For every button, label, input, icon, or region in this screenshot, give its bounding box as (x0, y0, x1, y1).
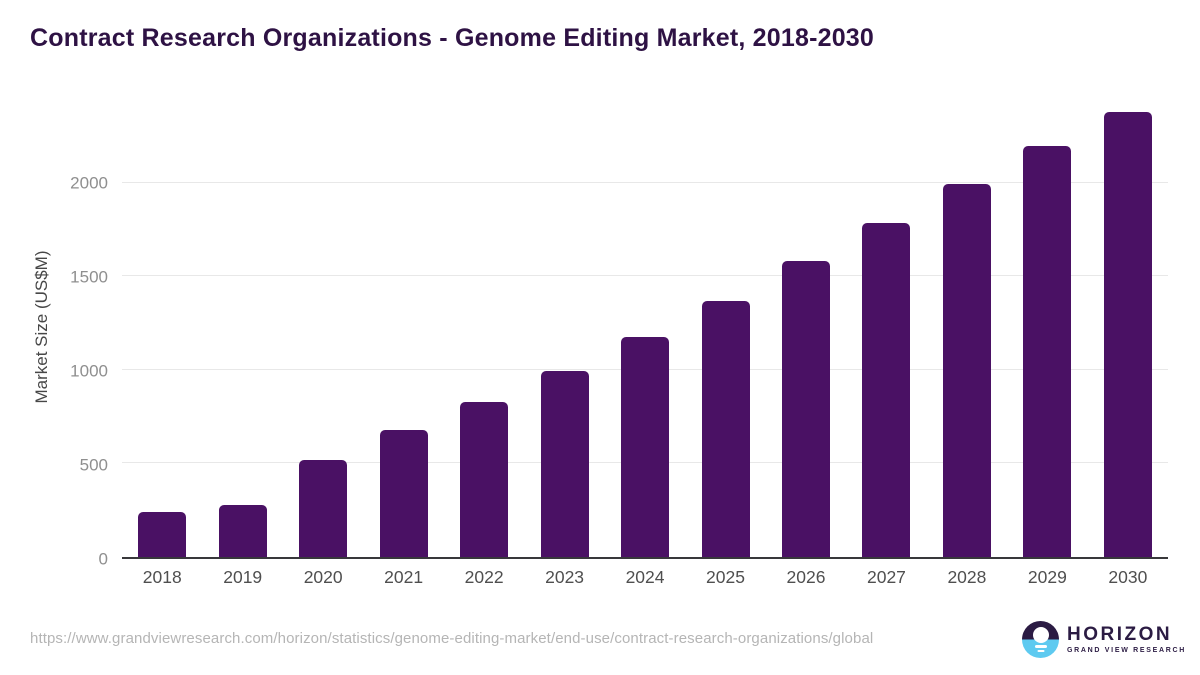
chart-title: Contract Research Organizations - Genome… (30, 24, 875, 52)
bar-slot-2030 (1088, 95, 1168, 557)
bar-slot-2018 (122, 95, 202, 557)
plot-area (122, 95, 1168, 559)
bar-slot-2019 (202, 95, 282, 557)
x-tick-label-2030: 2030 (1108, 567, 1148, 587)
reflection-dash-icon (1037, 649, 1044, 652)
bar-slot-2022 (444, 95, 524, 557)
x-tick-label-2026: 2026 (786, 567, 826, 587)
x-tick-label-2022: 2022 (464, 567, 504, 587)
bar-2025 (701, 300, 750, 557)
x-tick-label-2027: 2027 (866, 567, 906, 587)
bar-2030 (1103, 111, 1152, 557)
y-tick-label-2000: 2000 (70, 173, 108, 193)
source-url: https://www.grandviewresearch.com/horizo… (30, 630, 874, 647)
x-tick-label-2023: 2023 (545, 567, 585, 587)
gridline-1500 (122, 275, 1168, 277)
bar-2020 (299, 459, 348, 557)
bar-slot-2020 (283, 95, 363, 557)
bar-series (122, 95, 1168, 557)
bar-2022 (460, 401, 509, 557)
x-axis-tick-labels: 2018 2019 2020 2021 2022 2023 2024 2025 2026 2027… (122, 567, 1168, 593)
x-tick-label-2029: 2029 (1027, 567, 1067, 587)
bar-2029 (1023, 146, 1072, 557)
bar-slot-2025 (685, 95, 765, 557)
logo-text: HORIZON GRAND VIEW RESEARCH (1067, 625, 1186, 654)
x-tick-label-2021: 2021 (384, 567, 424, 587)
bar-2028 (942, 183, 991, 557)
bar-2021 (379, 429, 428, 557)
x-tick-label-2025: 2025 (706, 567, 745, 587)
logo-brand-name: HORIZON (1067, 624, 1173, 646)
bar-slot-2021 (363, 95, 443, 557)
y-tick-label-1500: 1500 (70, 267, 108, 287)
bar-2024 (621, 337, 670, 557)
bar-slot-2023 (524, 95, 604, 557)
logo-brand-subtitle: GRAND VIEW RESEARCH (1067, 646, 1187, 654)
x-tick-label-2019: 2019 (223, 567, 263, 587)
bar-slot-2028 (927, 95, 1007, 557)
bar-2018 (138, 512, 187, 557)
bar-slot-2026 (766, 95, 846, 557)
bar-2026 (781, 261, 830, 557)
bar-slot-2027 (846, 95, 926, 557)
bar-2027 (862, 223, 911, 557)
bar-2019 (218, 504, 267, 557)
x-tick-label-2024: 2024 (625, 567, 665, 587)
sun-over-horizon-icon (1032, 627, 1049, 643)
horizon-logo: HORIZON GRAND VIEW RESEARCH (1022, 621, 1186, 658)
bar-slot-2029 (1007, 95, 1087, 557)
y-tick-label-500: 500 (79, 455, 108, 475)
y-tick-label-0: 0 (98, 549, 108, 569)
bar-slot-2024 (605, 95, 685, 557)
horizon-logo-icon (1022, 621, 1059, 658)
x-tick-label-2018: 2018 (142, 567, 182, 587)
x-tick-label-2028: 2028 (947, 567, 987, 587)
gridline-2000 (122, 181, 1168, 183)
x-tick-label-2020: 2020 (303, 567, 343, 587)
bar-2023 (540, 370, 589, 557)
y-tick-label-1000: 1000 (70, 361, 108, 381)
reflection-dash-icon (1034, 645, 1047, 648)
y-axis-tick-labels: 0 500 1000 1500 2000 (0, 95, 108, 568)
